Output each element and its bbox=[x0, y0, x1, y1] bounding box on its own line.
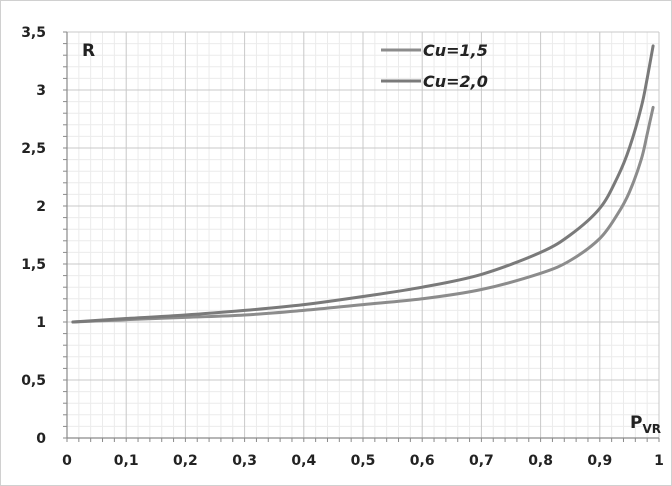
y-tick-label: 1 bbox=[36, 315, 46, 331]
legend-label-2: Cu=2,0 bbox=[423, 72, 488, 91]
x-tick-label: 0,7 bbox=[469, 453, 494, 469]
x-tick-label: 0,2 bbox=[173, 453, 198, 469]
x-tick-label: 0 bbox=[62, 453, 72, 469]
series-group bbox=[71, 44, 655, 324]
x-axis-label-sub: VR bbox=[642, 422, 661, 436]
x-tick-label: 1 bbox=[654, 453, 664, 469]
series-line-1 bbox=[71, 105, 655, 324]
y-tick-label: 2 bbox=[36, 199, 46, 215]
y-tick-label: 2,5 bbox=[21, 141, 46, 157]
x-tick-label: 0,5 bbox=[351, 453, 376, 469]
y-axis-label: R bbox=[82, 41, 95, 61]
x-axis-label: PVR bbox=[630, 413, 661, 436]
legend: Cu=1,5 Cu=2,0 bbox=[381, 41, 488, 91]
x-tick-label: 0,6 bbox=[410, 453, 435, 469]
y-tick-label: 0 bbox=[36, 431, 46, 447]
x-tick-label: 0,3 bbox=[232, 453, 257, 469]
y-tick-label: 3,5 bbox=[21, 25, 46, 41]
y-tick-label: 0,5 bbox=[21, 373, 46, 389]
series-line-2 bbox=[71, 44, 655, 324]
minor-grid bbox=[67, 32, 659, 438]
x-tick-label: 0,9 bbox=[587, 453, 612, 469]
legend-label-1: Cu=1,5 bbox=[423, 41, 488, 60]
x-tick-label: 0,8 bbox=[528, 453, 553, 469]
y-tick-label: 3 bbox=[36, 83, 46, 99]
x-tick-label: 0,4 bbox=[291, 453, 316, 469]
tick-labels: 0 0,1 0,2 0,3 0,4 0,5 0,6 0,7 0,8 0,9 1 0 0,5 1 1,5 2 2,… bbox=[21, 25, 664, 469]
axes bbox=[63, 31, 660, 442]
y-tick-label: 1,5 bbox=[21, 257, 46, 273]
x-axis-label-main: P bbox=[630, 413, 642, 433]
x-tick-label: 0,1 bbox=[114, 453, 139, 469]
